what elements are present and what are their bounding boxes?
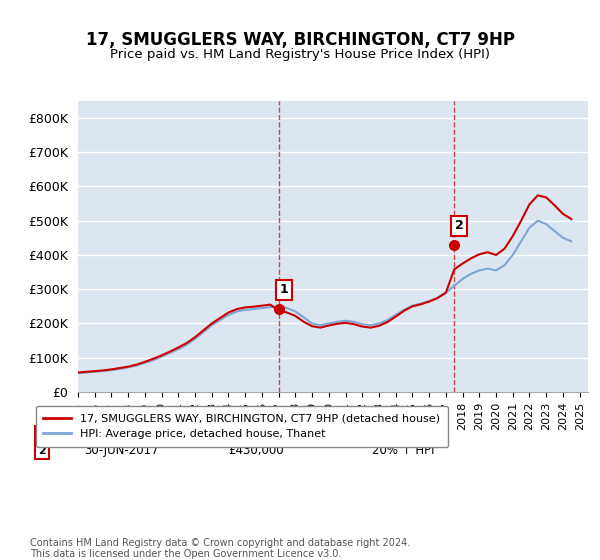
Text: 17, SMUGGLERS WAY, BIRCHINGTON, CT7 9HP: 17, SMUGGLERS WAY, BIRCHINGTON, CT7 9HP (86, 31, 515, 49)
Legend: 17, SMUGGLERS WAY, BIRCHINGTON, CT7 9HP (detached house), HPI: Average price, de: 17, SMUGGLERS WAY, BIRCHINGTON, CT7 9HP … (35, 406, 448, 447)
Text: 1: 1 (280, 283, 289, 296)
Text: 2: 2 (455, 220, 464, 232)
Text: £243,000: £243,000 (228, 427, 284, 441)
Text: £430,000: £430,000 (228, 444, 284, 458)
Text: 20% ↑ HPI: 20% ↑ HPI (372, 444, 434, 458)
Text: 2: 2 (38, 446, 46, 456)
Text: Contains HM Land Registry data © Crown copyright and database right 2024.
This d: Contains HM Land Registry data © Crown c… (30, 538, 410, 559)
Text: 1: 1 (38, 429, 46, 439)
Text: Price paid vs. HM Land Registry's House Price Index (HPI): Price paid vs. HM Land Registry's House … (110, 48, 490, 60)
Text: 2% ↓ HPI: 2% ↓ HPI (372, 427, 427, 441)
Text: 30-JUN-2017: 30-JUN-2017 (84, 444, 158, 458)
Text: 12-JAN-2007: 12-JAN-2007 (84, 427, 158, 441)
